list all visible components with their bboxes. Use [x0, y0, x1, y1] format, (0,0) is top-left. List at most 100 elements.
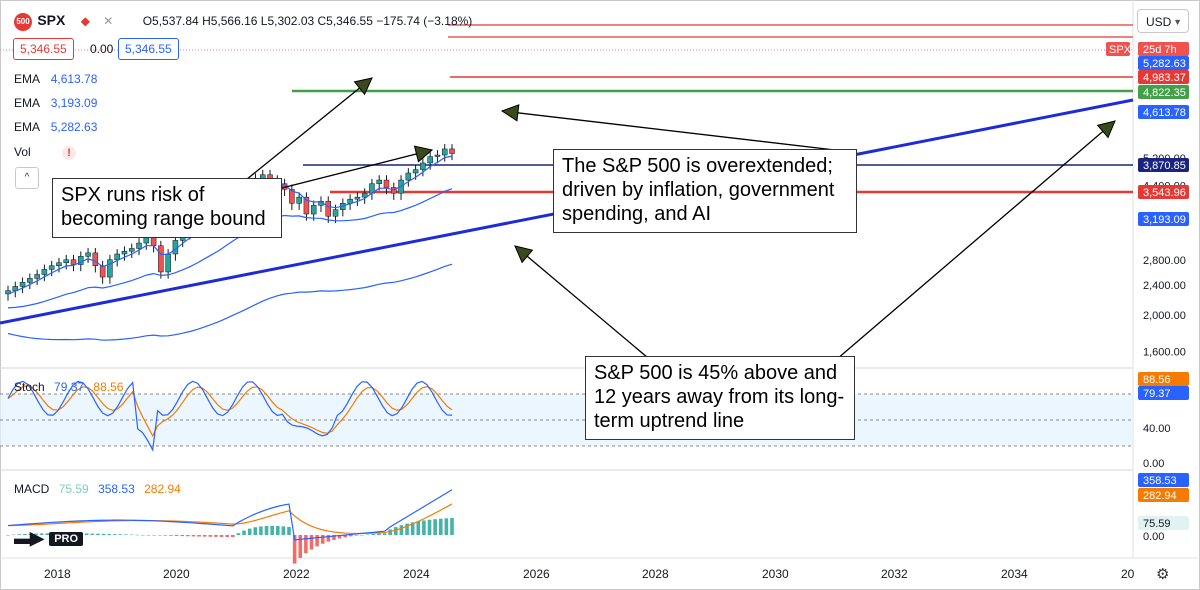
candle-body	[27, 278, 33, 283]
macd-histogram-bar	[135, 534, 140, 536]
x-tick: 2030	[762, 567, 789, 581]
candle-body	[63, 259, 69, 263]
x-tick: 2024	[403, 567, 430, 581]
candle-body	[114, 253, 120, 261]
arrowhead-icon	[1096, 120, 1116, 139]
spread-value: 0.00	[90, 42, 114, 56]
arrowhead-icon	[353, 77, 373, 96]
ema-slow-line	[7, 263, 453, 341]
ema-label: EMA	[14, 72, 40, 86]
annotation-arrow	[514, 245, 661, 369]
price-tag-label: 3,543.96	[1143, 187, 1186, 199]
chevron-icon[interactable]: ◆	[80, 14, 90, 28]
macd-histogram-bar	[45, 533, 50, 535]
price-tag	[1138, 488, 1189, 502]
macd-histogram-bar	[371, 534, 376, 535]
candle-body	[296, 196, 302, 204]
collapse-legend-button[interactable]: ^	[15, 167, 39, 189]
price-tag-label: 4,983.37	[1143, 72, 1186, 84]
y-tick-label: 2,800.00	[1143, 255, 1186, 267]
macd-histogram-bar	[354, 535, 359, 536]
y-tick-label: 2,400.00	[1143, 280, 1186, 292]
ema-legend-3[interactable]: EMA 5,282.63	[14, 120, 97, 134]
macd-histogram-bar	[236, 533, 241, 535]
candle-body	[48, 265, 55, 270]
macd-histogram-bar	[186, 535, 190, 537]
macd-histogram-bar	[349, 535, 353, 537]
candle-body	[354, 196, 361, 200]
macd-histogram-bar	[275, 526, 280, 535]
annotation-overextended: The S&P 500 is overextended; driven by i…	[553, 149, 857, 233]
macd-legend[interactable]: MACD 75.59 358.53 282.94	[14, 482, 181, 496]
macd-histogram-bar	[169, 535, 173, 536]
macd-histogram-bar	[259, 526, 263, 535]
price-tag-label: 88.56	[1143, 374, 1171, 386]
ema-value: 4,613.78	[50, 72, 98, 86]
price-tag-label: SPX	[1109, 44, 1132, 56]
macd-histogram-bar	[214, 535, 218, 537]
price-tag	[1138, 105, 1189, 119]
macd-histogram-bar	[96, 533, 100, 535]
stoch-legend[interactable]: Stoch 79.37 88.56	[14, 380, 123, 394]
candle-body	[158, 245, 164, 273]
currency-select[interactable]: USD ▼	[1137, 9, 1189, 33]
macd-histogram-bar	[405, 523, 409, 535]
macd-histogram-bar	[444, 518, 449, 535]
stoch-k-value: 79.37	[54, 380, 85, 394]
x-tick: 2028	[642, 567, 669, 581]
price-tag-label: 4,822.35	[1143, 87, 1186, 99]
macd-histogram-bar	[242, 530, 246, 535]
candle-body	[303, 196, 310, 215]
candle-body	[325, 200, 332, 217]
macd-histogram-bar	[438, 518, 443, 535]
macd-histogram-bar	[343, 535, 348, 538]
ema-label: EMA	[14, 120, 40, 134]
x-tick: 2032	[881, 567, 908, 581]
macd-histogram-bar	[6, 535, 10, 536]
currency-label: USD	[1146, 15, 1172, 29]
symbol-name[interactable]: SPX	[37, 12, 66, 28]
macd-histogram-bar	[107, 533, 111, 535]
ema-value: 5,282.63	[50, 120, 98, 134]
gear-icon[interactable]: ⚙	[1156, 566, 1170, 583]
x-tick: 2034	[1001, 567, 1028, 581]
macd-histogram-bar	[427, 519, 432, 535]
candle-body	[99, 265, 106, 278]
candle-body	[361, 192, 368, 198]
ema-legend-2[interactable]: EMA 3,193.09	[14, 96, 97, 110]
macd-histogram-bar	[202, 535, 207, 537]
candle-body	[5, 290, 11, 295]
price-tag	[1138, 386, 1189, 400]
candle-body	[376, 179, 382, 184]
macd-histogram-bar	[433, 519, 437, 535]
macd-histogram-bar	[388, 529, 392, 535]
macd-histogram-bar	[247, 528, 252, 535]
macd-histogram-bar	[219, 535, 224, 537]
x-tick: 20	[1121, 567, 1135, 581]
macd-histogram-bar	[101, 533, 106, 535]
bid-price[interactable]: 5,346.55	[13, 38, 74, 60]
ema-legend-1[interactable]: EMA 4,613.78	[14, 72, 97, 86]
close-icon[interactable]: ✕	[103, 14, 114, 28]
candle-body	[420, 162, 426, 170]
macd-histogram-bar	[253, 527, 258, 535]
price-tag-label: 4,613.78	[1143, 107, 1186, 119]
tradingview-logo: ▬▶ PRO	[14, 528, 84, 548]
candle-body	[383, 179, 390, 188]
macd-histogram-bar	[382, 533, 387, 535]
macd-line	[7, 489, 453, 541]
vol-legend[interactable]: Vol !	[14, 145, 77, 160]
annotation-arrow	[261, 149, 433, 194]
candle-body	[136, 242, 142, 249]
price-tag-label: 5,282.63	[1143, 58, 1186, 70]
candle-body	[70, 259, 77, 265]
stoch-d-value: 88.56	[93, 380, 124, 394]
ask-price[interactable]: 5,346.55	[118, 38, 179, 60]
macd-histogram-bar	[337, 535, 342, 539]
ohlc-values: O5,537.84 H5,566.16 L5,302.03 C5,346.55 …	[142, 14, 473, 28]
warning-icon[interactable]: !	[62, 146, 77, 160]
symbol-legend: 500 SPX ◆ ✕ O5,537.84 H5,566.16 L5,302.0…	[14, 12, 472, 31]
price-tag	[1138, 85, 1189, 99]
x-tick: 2018	[44, 567, 71, 581]
